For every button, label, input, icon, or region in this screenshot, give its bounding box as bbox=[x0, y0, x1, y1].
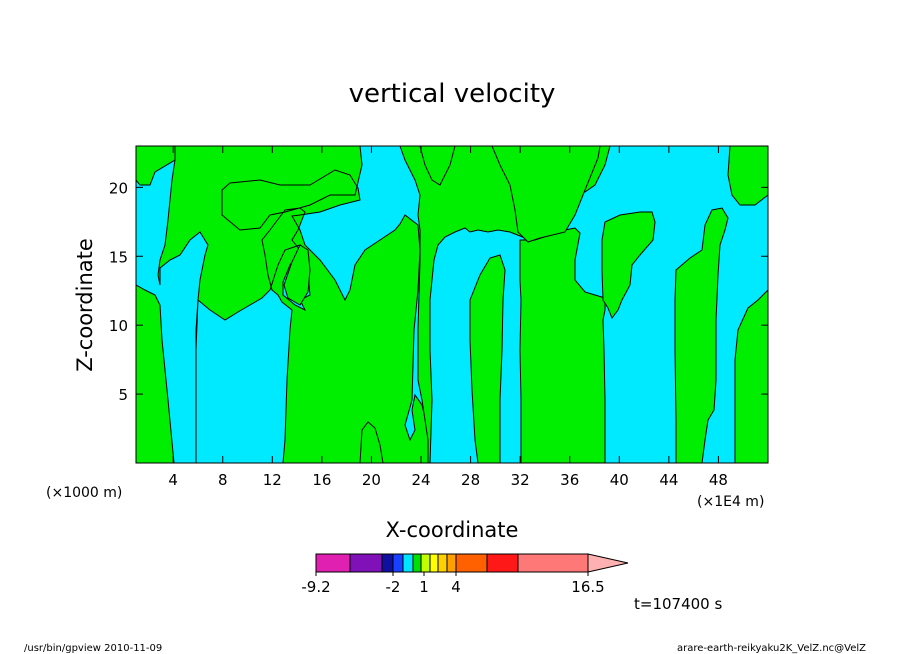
x-tick-label: 20 bbox=[362, 471, 381, 489]
colorbar-segment bbox=[429, 553, 439, 573]
x-tick-label: 8 bbox=[218, 471, 228, 489]
x-tick-label: 40 bbox=[610, 471, 629, 489]
x-axis-title: X-coordinate bbox=[386, 518, 519, 542]
green-region-column-28 bbox=[469, 254, 506, 464]
green-region-column-44-47 bbox=[674, 207, 729, 464]
colorbar-segment bbox=[486, 553, 519, 573]
colorbar-segment bbox=[412, 553, 422, 573]
colorbar-label: 16.5 bbox=[571, 578, 604, 596]
colorbar-segment bbox=[420, 553, 431, 573]
colorbar-segment bbox=[315, 553, 351, 573]
colorbar-segment bbox=[392, 553, 404, 573]
footer-right: arare-earth-reikyaku2K_VelZ.nc@VelZ bbox=[677, 643, 866, 654]
time-label: t=107400 s bbox=[634, 595, 722, 613]
x-tick-label: 44 bbox=[659, 471, 678, 489]
x-tick-label: 28 bbox=[461, 471, 480, 489]
colorbar-segment bbox=[517, 553, 589, 573]
x-tick-label: 32 bbox=[511, 471, 530, 489]
colorbar-extension bbox=[587, 553, 629, 573]
colorbar-label: -9.2 bbox=[301, 578, 330, 596]
colorbar-label: 1 bbox=[419, 578, 429, 596]
colorbar-segment bbox=[402, 553, 414, 573]
y-tick-label: 10 bbox=[109, 317, 128, 335]
y-tick-label: 20 bbox=[109, 179, 128, 197]
plot-frame bbox=[135, 145, 769, 464]
colorbar-segment bbox=[455, 553, 488, 573]
green-region-top-32 bbox=[491, 145, 601, 243]
y-tick-label: 15 bbox=[109, 248, 128, 266]
x-axis: 4 8 12 16 20 24 28 32 36 40 44 48 bbox=[168, 146, 728, 489]
colorbar-segment bbox=[446, 553, 457, 573]
x-tick-label: 4 bbox=[168, 471, 178, 489]
x-tick-label: 48 bbox=[709, 471, 728, 489]
x-unit-left: (×1000 m) bbox=[46, 485, 122, 501]
colorbar bbox=[315, 553, 629, 573]
x-tick-label: 36 bbox=[560, 471, 579, 489]
chart-title: vertical velocity bbox=[349, 79, 556, 109]
colorbar-segment bbox=[381, 553, 394, 573]
y-axis: 5 10 15 20 bbox=[109, 179, 768, 404]
colorbar-label: 4 bbox=[451, 578, 461, 596]
footer-left: /usr/bin/gpview 2010-11-09 bbox=[24, 643, 162, 654]
green-region-column-5-12 bbox=[157, 145, 431, 464]
green-region-small-blob-13 bbox=[283, 244, 311, 306]
colorbar-segment bbox=[349, 553, 383, 573]
y-axis-title: Z-coordinate bbox=[73, 238, 97, 372]
x-tick-label: 16 bbox=[312, 471, 331, 489]
colorbar-labels: -9.2 -2 1 4 16.5 bbox=[301, 572, 605, 596]
green-region-right-edge-upper bbox=[727, 145, 769, 206]
x-tick-label: 12 bbox=[263, 471, 282, 489]
colorbar-segment bbox=[437, 553, 448, 573]
x-unit-right: (×1E4 m) bbox=[697, 494, 764, 510]
green-region-column-38-40 bbox=[601, 211, 656, 320]
y-tick-label: 5 bbox=[118, 386, 128, 404]
plot-area bbox=[135, 145, 769, 464]
x-tick-label: 24 bbox=[411, 471, 430, 489]
colorbar-label: -2 bbox=[386, 578, 401, 596]
